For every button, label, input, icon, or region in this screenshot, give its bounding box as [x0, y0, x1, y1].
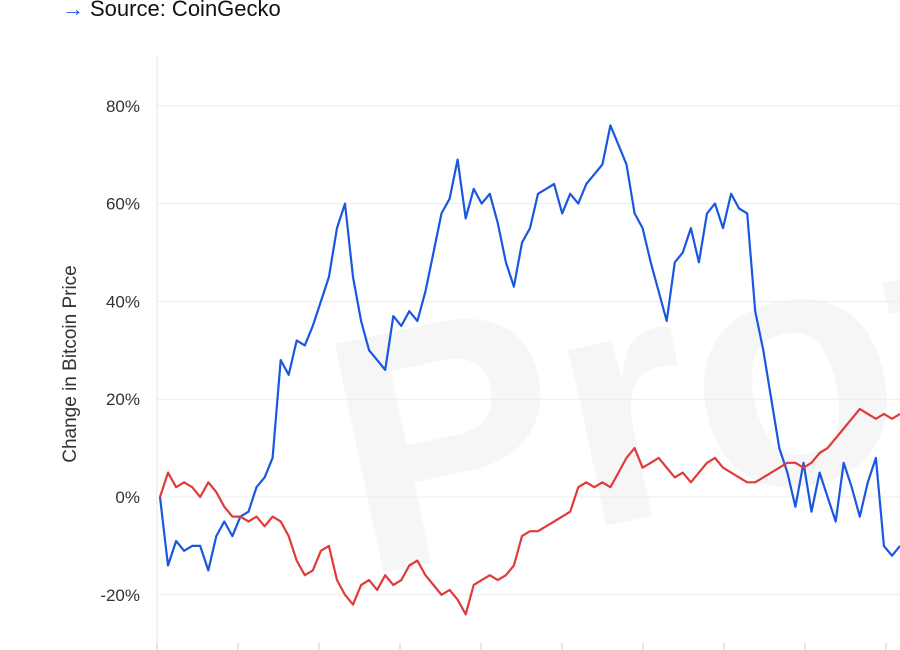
x-tick-marks [156, 643, 887, 650]
source-text: Source: CoinGecko [90, 0, 281, 21]
y-tick-labels: 80% 60% 40% 20% 0% -20% [100, 97, 140, 605]
y-tick-label: 40% [106, 292, 140, 311]
y-tick-label: 80% [106, 97, 140, 116]
series-line-0 [158, 124, 900, 572]
source-caption: → Source: CoinGecko [62, 0, 281, 22]
y-tick-label: 0% [115, 488, 140, 507]
series-group [158, 124, 900, 616]
gridlines [157, 105, 900, 596]
y-axis-label: Change in Bitcoin Price [60, 265, 81, 463]
arrow-right-icon: → [62, 0, 84, 21]
series-line-1 [158, 407, 900, 616]
y-tick-label: -20% [100, 586, 140, 605]
y-tick-label: 60% [106, 195, 140, 214]
y-tick-label: 20% [106, 390, 140, 409]
watermark: Proto [297, 93, 900, 649]
